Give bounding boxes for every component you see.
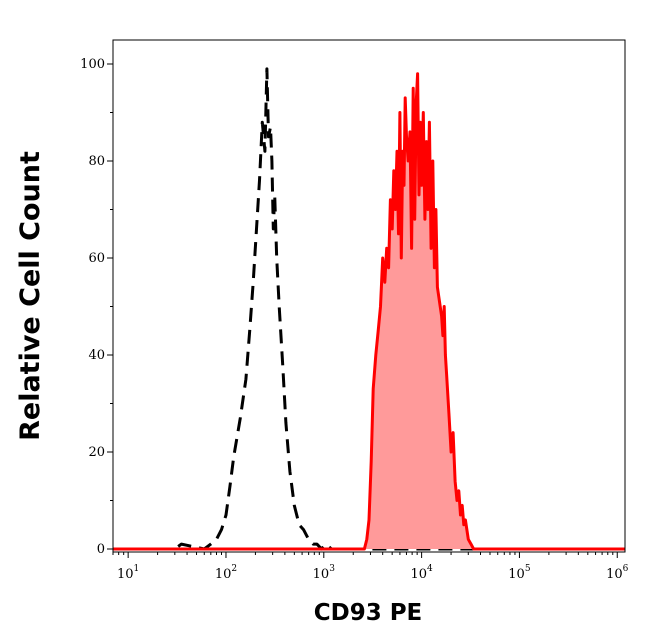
y-tick-label-60: 60	[88, 251, 105, 266]
series-0-line	[113, 67, 625, 551]
y-tick-label-40: 40	[88, 348, 105, 363]
x-tick-label: 105	[508, 564, 531, 582]
y-axis-title: Relative Cell Count	[15, 151, 46, 441]
y-tick-label-100: 100	[80, 57, 105, 72]
x-tick-label: 104	[410, 564, 433, 582]
x-tick-label: 102	[215, 564, 237, 582]
plot-frame	[112, 39, 626, 553]
x-tick-label: 101	[117, 564, 139, 582]
series-1-fill	[113, 73, 625, 549]
x-axis-title: CD93 PE	[314, 600, 423, 626]
y-tick-label-20: 20	[88, 445, 105, 460]
y-tick-label-0: 0	[97, 542, 105, 557]
plot-area	[113, 67, 625, 551]
axes: 0 20 40 60 80 100 101 102 103 104 105 106	[80, 57, 628, 582]
series-1-line	[113, 72, 625, 551]
x-tick-label: 103	[313, 564, 336, 582]
x-tick-label: 106	[606, 564, 629, 582]
y-tick-label-80: 80	[88, 154, 105, 169]
